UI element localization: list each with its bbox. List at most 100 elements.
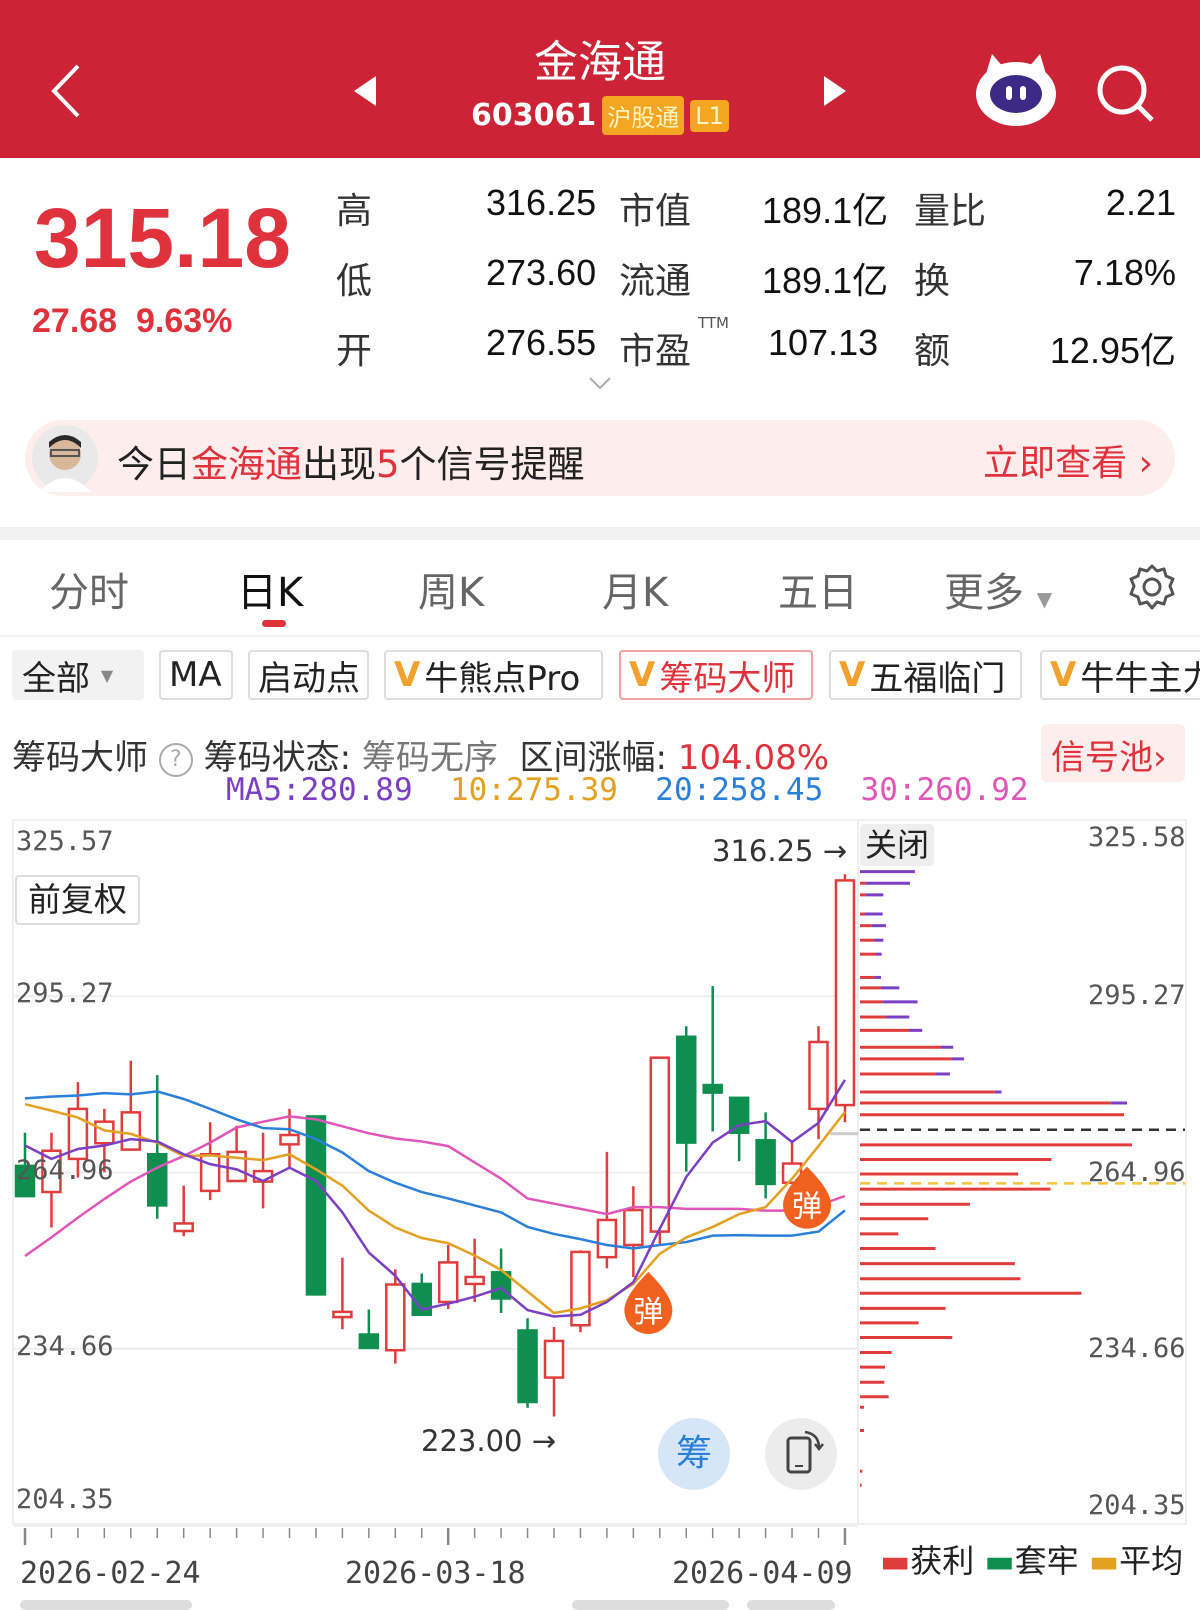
close-chips-button[interactable]: 关闭 [860, 824, 934, 866]
candle-body [41, 1149, 62, 1194]
volume-ratio-label: 量比 [914, 191, 987, 232]
range-change-label: 区间涨幅: [519, 738, 667, 778]
y-axis-top-label: 325.57 [16, 826, 114, 857]
legend-swatch-profit: ▬ [880, 1542, 911, 1580]
expand-chevron-icon[interactable] [588, 376, 612, 390]
candle-body [305, 1115, 327, 1296]
candle-body [464, 1275, 485, 1286]
candle-body [279, 1133, 300, 1146]
active-tab-indicator [262, 620, 286, 627]
banner-mid: 出现 [302, 443, 376, 486]
candle-body [649, 1056, 671, 1233]
robot-assistant-icon[interactable] [970, 52, 1062, 128]
ma10-value: 10:275.39 [449, 772, 618, 808]
tab-more[interactable]: 更多 ▼ [944, 560, 1052, 618]
candle-body [437, 1261, 459, 1304]
signal-marker-label: 弹 [633, 1295, 663, 1330]
banner-text: 今日金海通出现5个信号提醒 [117, 434, 585, 488]
signal-banner[interactable]: 今日金海通出现5个信号提醒 立即查看 › [25, 420, 1175, 496]
ma20-line [24, 1090, 846, 1250]
indicator-filter-all[interactable]: 全部 ▼ [12, 650, 144, 700]
v-badge-icon: V [629, 655, 656, 695]
ttm-label: TTM [698, 314, 730, 332]
chip-status-label: 筹码状态: [203, 738, 352, 778]
level-tag: L1 [690, 99, 729, 132]
chip-info-row: 筹码大师 ? 筹码状态: 筹码无序 区间涨幅: 104.08% [12, 730, 829, 779]
amount-value: 12.95亿 [1049, 330, 1176, 371]
indicator-main-force[interactable]: V牛牛主力 [1040, 650, 1200, 700]
banner-post: 个信号提醒 [399, 443, 585, 486]
bottom-button-partial[interactable] [20, 1600, 192, 1610]
adjust-mode-button[interactable]: 前复权 [15, 875, 140, 925]
volume-ratio-value: 2.21 [1105, 182, 1176, 223]
float-cap-value: 189.1亿 [762, 260, 889, 301]
date-label-end: 2026-04-09 [672, 1556, 853, 1591]
legend-swatch-trapped: ▬ [984, 1542, 1015, 1580]
candle-body [808, 1040, 829, 1111]
v-badge-icon: V [839, 655, 866, 695]
prev-stock-icon[interactable] [352, 74, 378, 108]
y-axis-label: 295.27 [16, 978, 114, 1009]
indicator-ma[interactable]: MA [159, 650, 233, 700]
tab-daily-k[interactable]: 日K [237, 570, 304, 616]
help-icon[interactable]: ? [158, 742, 193, 777]
indicator-label: 牛牛主力 [1080, 658, 1200, 699]
stock-name: 金海通 [534, 37, 666, 88]
tabs-divider [0, 635, 1200, 637]
banner-count: 5 [376, 443, 400, 486]
tab-intraday[interactable]: 分时 [49, 570, 129, 616]
candle-body [67, 1107, 89, 1161]
market-cap-label: 市值 [619, 191, 692, 232]
candle-body [623, 1208, 644, 1247]
range-change-value: 104.08% [677, 738, 830, 778]
settings-gear-icon[interactable] [1128, 563, 1176, 611]
signal-pool-button[interactable]: 信号池› [1041, 724, 1185, 782]
chip-legend: ▬获利 ▬套牢 ▬平均 [880, 1536, 1183, 1582]
ma-values-row: MA5:280.89 10:275.39 20:258.45 30:260.92 [226, 772, 1029, 808]
y-axis-label: 234.66 [16, 1331, 114, 1362]
chip-axis-label: 295.27 [1088, 980, 1186, 1011]
chip-status-value: 筹码无序 [361, 738, 498, 778]
tab-monthly-k[interactable]: 月K [602, 570, 669, 616]
rotate-screen-button[interactable] [765, 1418, 837, 1490]
price-change: 27.68 9.63% [32, 302, 232, 341]
low-label: 低 [336, 261, 373, 302]
stat-row-low: 低 273.60 流通 189.1亿 换 7.18% [336, 250, 1176, 320]
y-axis-label: 264.96 [16, 1155, 114, 1186]
search-icon[interactable] [1094, 62, 1158, 126]
next-stock-icon[interactable] [822, 74, 848, 108]
chevron-right-icon: › [1138, 443, 1153, 484]
banner-stock: 金海通 [191, 443, 302, 486]
candle-body [702, 1083, 723, 1094]
high-value: 316.25 [486, 182, 597, 223]
app-header: 金海通 603061 沪股通 L1 [0, 0, 1200, 158]
candle-body [834, 879, 856, 1107]
current-price: 315.18 [34, 191, 291, 285]
chip-master-title: 筹码大师 [12, 738, 148, 778]
bottom-button-partial[interactable] [747, 1600, 835, 1610]
connect-tag: 沪股通 [602, 96, 685, 135]
bottom-button-partial[interactable] [572, 1600, 729, 1610]
turnover-label: 换 [914, 261, 951, 302]
kline-chart-frame [12, 819, 1187, 1525]
dropdown-caret-icon: ▼ [100, 665, 114, 685]
tab-five-day[interactable]: 五日 [778, 570, 858, 616]
tab-weekly-k[interactable]: 周K [418, 570, 485, 616]
indicator-five-blessings[interactable]: V 五福临门 [829, 650, 1022, 700]
rotate-phone-icon [786, 1430, 824, 1474]
indicator-bull-bear[interactable]: V 牛熊点Pro [384, 650, 603, 700]
view-now-link[interactable]: 立即查看 › [983, 434, 1153, 486]
candle-body [147, 1152, 168, 1207]
back-chevron-icon[interactable] [48, 62, 84, 120]
turnover-value: 7.18% [1073, 252, 1176, 293]
tab-more-label: 更多 [944, 570, 1024, 616]
legend-profit: 获利 [910, 1542, 975, 1580]
chip-toggle-button[interactable]: 筹 [658, 1418, 730, 1490]
chip-axis-label: 325.58 [1088, 822, 1186, 853]
market-cap-value: 189.1亿 [762, 190, 889, 231]
candle-body [199, 1152, 221, 1193]
indicator-start-point[interactable]: 启动点 [248, 650, 369, 700]
indicator-chip-master[interactable]: V 筹码大师 [619, 650, 813, 700]
signal-marker [783, 1166, 832, 1229]
